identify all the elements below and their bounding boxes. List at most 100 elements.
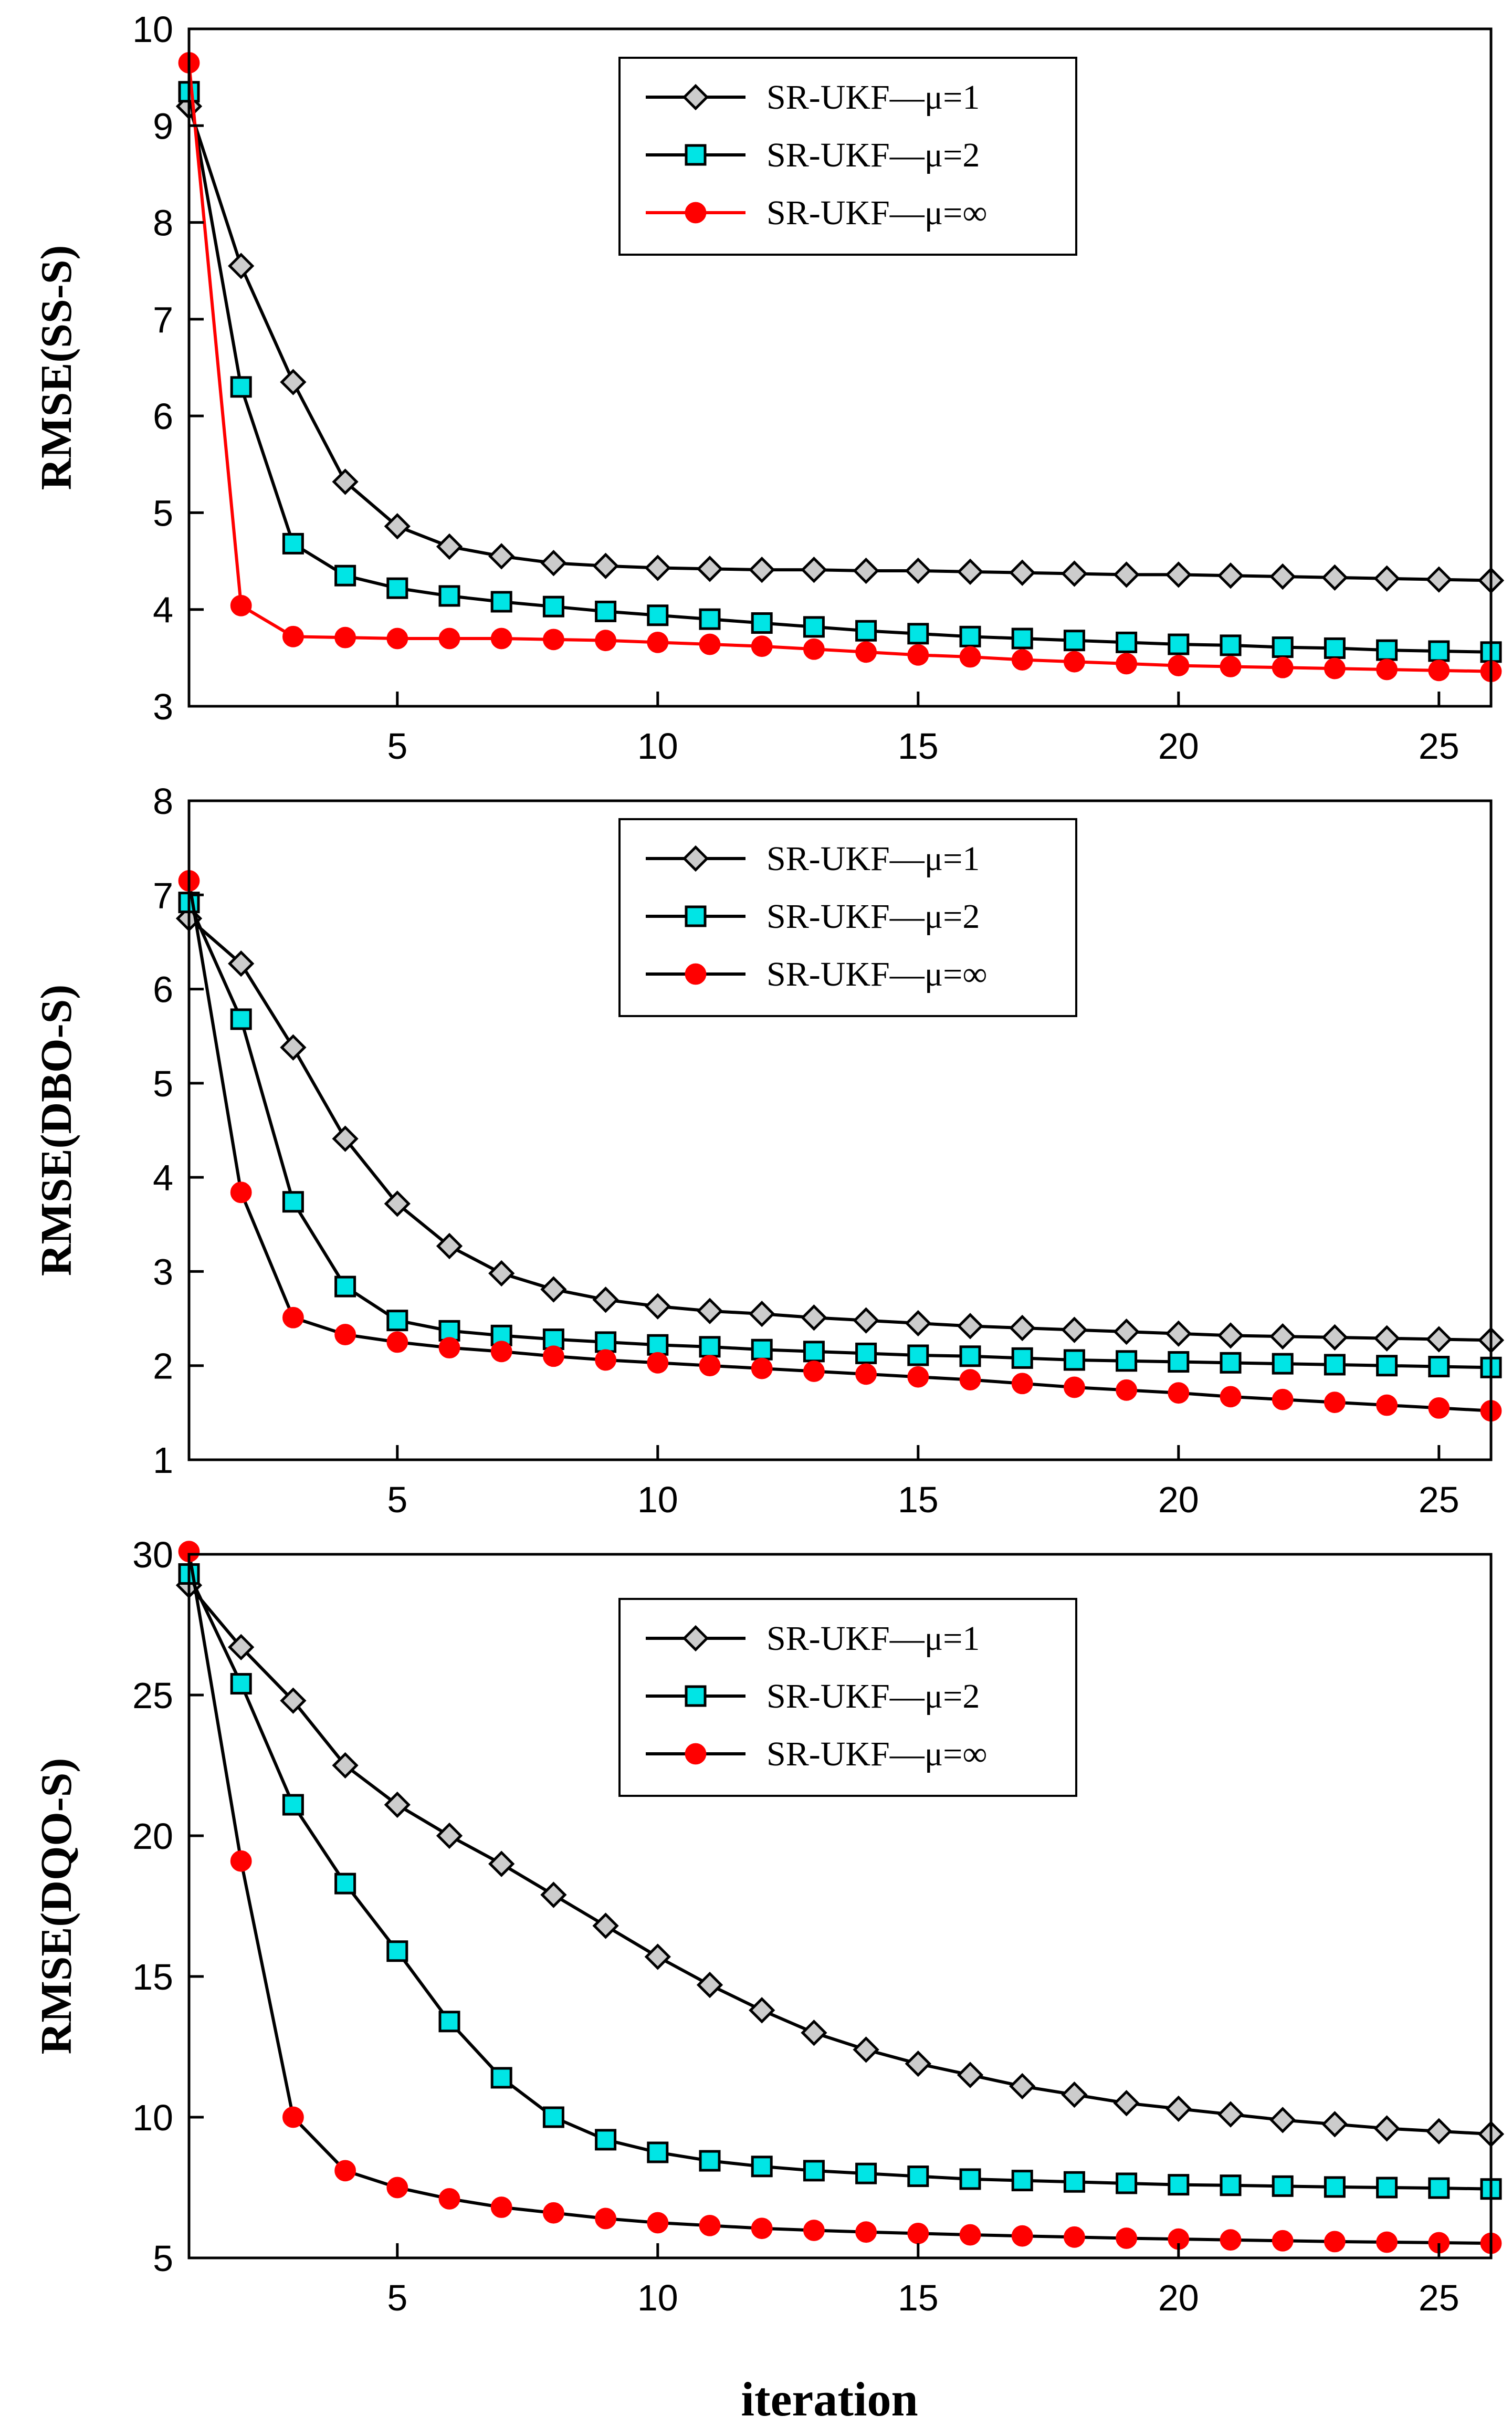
data-point (905, 1310, 931, 1337)
data-point (282, 1191, 304, 1213)
data-point (957, 2062, 984, 2088)
data-point (332, 1752, 359, 1779)
series-1 (175, 93, 1505, 594)
data-point (1376, 658, 1398, 681)
y-tick-label: 7 (153, 875, 173, 916)
data-point (1009, 2073, 1036, 2100)
data-point (647, 1334, 669, 1356)
data-point (959, 1345, 981, 1367)
data-point (438, 627, 460, 650)
data-point (1064, 1376, 1085, 1398)
data-point (1168, 1351, 1190, 1373)
data-point (1217, 2101, 1244, 2128)
y-tick-label: 20 (132, 1816, 173, 1857)
data-point (595, 2208, 616, 2230)
data-point (1428, 660, 1450, 682)
data-point (438, 585, 460, 607)
data-point (959, 2224, 981, 2246)
data-point (1064, 651, 1085, 673)
data-point (334, 2160, 356, 2182)
x-tick-label: 10 (637, 2277, 678, 2318)
data-point (230, 594, 252, 616)
series-1 (175, 905, 1505, 1354)
data-point (801, 557, 827, 583)
data-point (907, 623, 929, 645)
series-2 (178, 81, 1502, 663)
data-point (334, 1872, 356, 1895)
data-point (1373, 2115, 1400, 2142)
y-tick-label: 5 (153, 1063, 173, 1104)
data-point (1165, 1320, 1192, 1347)
data-point (1425, 2118, 1452, 2144)
data-point (332, 468, 359, 495)
data-point (1116, 1379, 1138, 1401)
data-point (699, 633, 721, 655)
x-tick-label: 5 (387, 726, 407, 767)
data-point (1324, 657, 1346, 679)
data-point (855, 620, 877, 642)
legend-marker (685, 963, 707, 985)
data-point (386, 1310, 408, 1332)
data-point (282, 1306, 304, 1328)
data-point (803, 1361, 825, 1382)
data-point (1063, 2171, 1085, 2193)
data-point (1272, 1388, 1294, 1410)
y-tick-label: 15 (132, 1957, 173, 1997)
legend-marker (685, 144, 707, 166)
data-point (1324, 1354, 1346, 1376)
y-tick-label: 4 (153, 590, 173, 631)
data-point (1321, 2111, 1348, 2138)
series-2 (178, 1563, 1502, 2200)
data-point (230, 1008, 252, 1030)
data-point (540, 1276, 567, 1303)
data-point (490, 2067, 512, 2089)
legend-marker (682, 83, 709, 111)
legend-label: SR-UKF—μ=∞ (766, 1735, 987, 1773)
data-point (803, 638, 825, 660)
x-axis-label: iteration (741, 2372, 918, 2426)
data-point (801, 1304, 827, 1331)
data-point (543, 1345, 564, 1367)
legend-marker (685, 905, 707, 927)
data-point (282, 1794, 304, 1816)
data-point (438, 2011, 460, 2033)
data-point (334, 1275, 356, 1298)
data-point (384, 1190, 411, 1217)
data-point (959, 1369, 981, 1391)
data-point (592, 1286, 619, 1313)
data-point (1168, 2174, 1190, 2196)
data-point (1217, 562, 1244, 589)
data-point (1220, 634, 1242, 656)
y-tick-label: 8 (153, 203, 173, 244)
data-point (542, 595, 564, 618)
data-point (1376, 1355, 1398, 1377)
y-tick-label: 8 (153, 781, 173, 822)
data-point (1269, 1323, 1296, 1350)
y-axis-label: RMSE(SS-S) (32, 245, 81, 490)
data-point (907, 2166, 929, 2188)
data-point (1113, 2090, 1140, 2117)
data-point (1061, 560, 1088, 587)
chart-panel-3: RMSE(DQO-S) 5 10 15 20 25 30 5 10 15 20 25 SR-UKF—μ=… (32, 1534, 1505, 2318)
data-point (855, 2162, 877, 2184)
y-tick-label: 3 (153, 1251, 173, 1292)
data-point (1324, 2176, 1346, 2198)
data-point (1220, 1352, 1242, 1374)
data-point (647, 2141, 669, 2163)
x-tick-label: 15 (898, 1479, 939, 1520)
data-point (1011, 2225, 1033, 2247)
data-point (438, 2188, 460, 2210)
data-point (1113, 561, 1140, 588)
data-point (334, 1324, 356, 1345)
data-point (592, 1912, 619, 1939)
data-point (1011, 627, 1033, 650)
data-point (543, 2202, 564, 2224)
data-point (438, 1337, 460, 1359)
x-tick-label: 5 (387, 1479, 407, 1520)
legend-label: SR-UKF—μ=1 (766, 78, 980, 117)
data-point (595, 600, 617, 622)
data-point (488, 1850, 515, 1877)
legend-label: SR-UKF—μ=1 (766, 1619, 980, 1658)
legend-label: SR-UKF—μ=∞ (766, 955, 987, 993)
x-tick-label: 20 (1158, 1479, 1199, 1520)
